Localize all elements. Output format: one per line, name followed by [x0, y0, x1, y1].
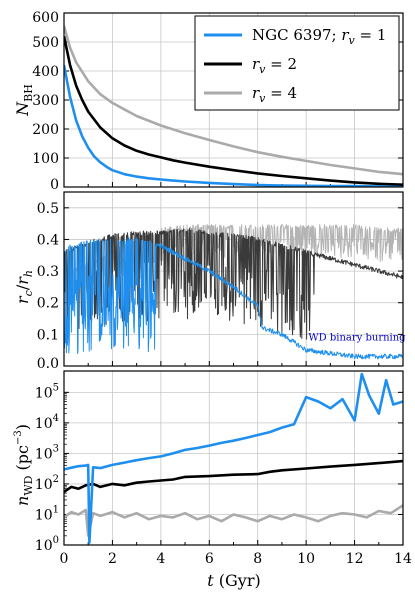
series-line-ngc-6397-r-v-1 [64, 237, 403, 360]
x-tick-label: 10 [297, 551, 315, 567]
y-tick-label: 0 [50, 177, 59, 193]
legend: NGC 6397; rv = 1 rv = 2 rv = 4 [194, 15, 400, 111]
svg-text:nWD (pc−3): nWD (pc−3) [13, 424, 35, 506]
series-line-ngc-6397-r-v-1 [64, 64, 403, 187]
legend-label-ngc6397: NGC 6397; rv = 1 [252, 26, 386, 47]
y-tick-label: 300 [32, 93, 59, 109]
legend-label-rv2: rv = 2 [252, 55, 297, 76]
plot-frame [63, 191, 404, 367]
panel-core-radius-ratio: 0.0 0.1 0.2 0.3 0.4 0.5 WD binary burning [37, 191, 406, 372]
svg-text:NBH: NBH [13, 84, 35, 117]
x-tick-label: 14 [394, 551, 412, 567]
y-tick-label: 101 [35, 504, 59, 523]
y-tick-label: 100 [32, 151, 59, 167]
y-tick-label: 105 [35, 382, 59, 401]
y-tick-label: 0.1 [37, 327, 59, 343]
x-axis-label: t (Gyr) [207, 571, 260, 590]
plot-frame [63, 12, 404, 188]
y-tick-label: 600 [32, 10, 59, 26]
svg-text:rc/rh: rc/rh [13, 270, 35, 304]
series-line-r-v-4 [64, 504, 403, 538]
series-line-ngc-6397-r-v-1 [64, 372, 403, 544]
y-tick-label: 500 [32, 35, 59, 51]
series-line-r-v-2 [64, 35, 403, 186]
y-axis-label-nbh: NBH [13, 84, 35, 117]
y-tick-label: 0.2 [37, 296, 59, 312]
y-tick-label: 102 [35, 474, 59, 493]
x-tick-label: 12 [346, 551, 364, 567]
x-tick-label: 4 [156, 551, 165, 567]
y-tick-label: 400 [32, 64, 59, 80]
svg-text:t (Gyr): t (Gyr) [207, 571, 260, 590]
series-line-r-v-4 [64, 25, 403, 176]
y-axis-label-nwd: nWD (pc−3) [13, 424, 35, 506]
y-tick-label: 0.4 [37, 232, 59, 248]
x-tick-label: 0 [60, 551, 69, 567]
y-tick-label: 104 [35, 413, 59, 432]
series-line-r-v-2 [64, 459, 403, 493]
y-tick-label: 0.5 [37, 201, 59, 217]
plot-frame [63, 370, 404, 546]
y-tick-label: 100 [35, 535, 59, 554]
annotation-text: WD binary burning [308, 333, 406, 344]
panel-white-dwarf-density: 100 101 102 103 104 105 0 2 4 6 8 10 12 14 [35, 370, 412, 567]
legend-label-rv4: rv = 4 [252, 84, 297, 105]
x-tick-label: 6 [205, 551, 214, 567]
y-tick-label: 200 [32, 122, 59, 138]
y-axis-label-rc-rh: rc/rh [13, 270, 35, 304]
x-tick-label: 2 [108, 551, 117, 567]
y-tick-label: 0.0 [37, 356, 59, 372]
plot-area [64, 371, 403, 545]
y-tick-label: 0.3 [37, 264, 59, 280]
y-tick-label: 103 [35, 443, 59, 462]
x-tick-label: 8 [253, 551, 262, 567]
